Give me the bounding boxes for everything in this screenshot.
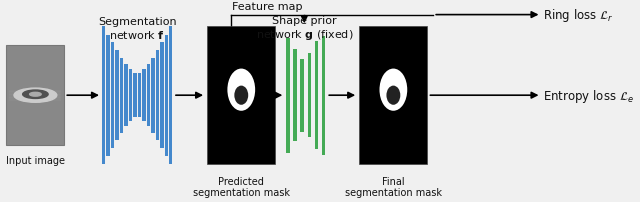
Bar	[133, 74, 136, 118]
Text: Entropy loss $\mathcal{L}_e$: Entropy loss $\mathcal{L}_e$	[543, 87, 634, 104]
Bar	[301, 59, 304, 132]
Bar	[156, 51, 159, 141]
Bar	[111, 43, 115, 148]
Bar	[142, 70, 146, 121]
Text: Shape prior
network $\mathbf{g}$ (fixed): Shape prior network $\mathbf{g}$ (fixed)	[255, 16, 353, 42]
Bar	[124, 65, 127, 126]
Bar	[315, 42, 318, 149]
Bar	[359, 27, 428, 164]
Bar	[169, 27, 172, 164]
Bar	[6, 46, 64, 145]
Bar	[151, 59, 155, 133]
Ellipse shape	[227, 69, 255, 111]
Text: Feature map: Feature map	[232, 2, 303, 12]
Ellipse shape	[387, 86, 400, 105]
Bar	[138, 74, 141, 118]
Circle shape	[14, 89, 57, 103]
Bar	[147, 65, 150, 126]
Text: Final
segmentation mask: Final segmentation mask	[345, 176, 442, 197]
Text: Predicted
segmentation mask: Predicted segmentation mask	[193, 176, 290, 197]
Bar	[308, 54, 311, 138]
Ellipse shape	[234, 86, 248, 105]
Circle shape	[29, 93, 41, 97]
Bar	[129, 70, 132, 121]
Bar	[286, 38, 290, 153]
Bar	[207, 27, 275, 164]
Text: Input image: Input image	[6, 155, 65, 165]
Text: Segmentation
network $\mathbf{f}$: Segmentation network $\mathbf{f}$	[98, 17, 177, 41]
Bar	[102, 27, 106, 164]
Bar	[106, 36, 110, 156]
Bar	[120, 59, 124, 133]
Text: Ring loss $\mathcal{L}_r$: Ring loss $\mathcal{L}_r$	[543, 7, 614, 24]
Circle shape	[22, 90, 48, 99]
Bar	[293, 50, 297, 142]
Bar	[115, 51, 119, 141]
Bar	[322, 37, 325, 155]
Bar	[160, 43, 164, 148]
Ellipse shape	[380, 69, 407, 111]
Bar	[164, 36, 168, 156]
